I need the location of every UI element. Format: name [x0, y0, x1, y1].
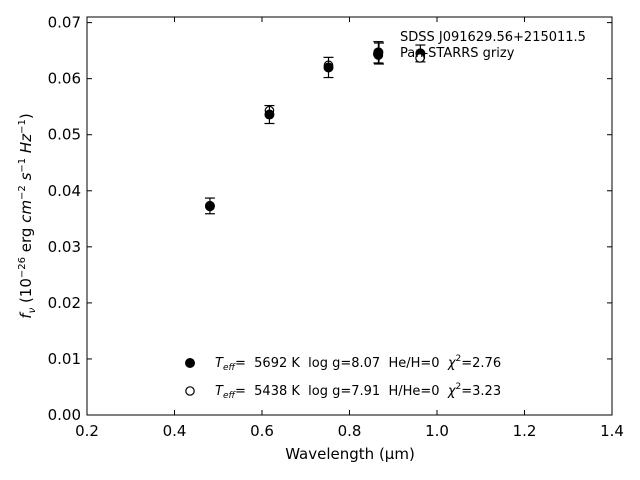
fit-1-chi: χ — [447, 356, 457, 371]
y-tick-label: 0.00 — [48, 406, 81, 424]
data-points — [204, 41, 426, 215]
y-tick-label: 0.04 — [48, 182, 81, 200]
legend-label-sdss: SDSS J091629.56+215011.5 — [400, 30, 586, 45]
fit-2-params: = 5438 K log g=7.91 H/He=0 — [235, 384, 448, 399]
legend-marker-open — [415, 53, 425, 63]
y-tick-label: 0.07 — [48, 14, 81, 32]
fit-1-teff-sub: eff — [223, 363, 237, 373]
y-tick-label: 0.02 — [48, 294, 81, 312]
fit-1-chi-value: =2.76 — [461, 356, 501, 371]
fit-label-1: Teff= 5692 K log g=8.07 He/H=0 χ2=2.76 — [215, 354, 501, 373]
sdss-point — [204, 200, 215, 211]
x-axis-label: Wavelength (μm) — [285, 445, 415, 463]
x-tick-label: 0.2 — [75, 422, 99, 440]
fit-2-chi: χ — [447, 384, 457, 399]
fit-2-teff-sub: eff — [223, 391, 237, 401]
x-tick-label: 0.4 — [163, 422, 187, 440]
x-tick-label: 1.0 — [425, 422, 449, 440]
fit-2-teff: T — [215, 384, 224, 399]
fit-2-chi-value: =3.23 — [461, 384, 501, 399]
fit-marker-filled — [185, 358, 195, 368]
legend: SDSS J091629.56+215011.5 Pan-STARRS griz… — [373, 30, 586, 65]
fit-label-2: Teff= 5438 K log g=7.91 H/He=0 χ2=3.23 — [215, 382, 501, 401]
y-tick-label: 0.06 — [48, 70, 81, 88]
sdss-point — [264, 109, 275, 120]
fit-1-teff: T — [215, 356, 224, 371]
fit-annotation: Teff= 5692 K log g=8.07 He/H=0 χ2=2.76 T… — [185, 354, 501, 401]
legend-label-panstarrs: Pan-STARRS grizy — [400, 46, 515, 61]
fit-1-params: = 5692 K log g=8.07 He/H=0 — [235, 356, 448, 371]
axis-ticks: 0.2 0.4 0.6 0.8 1.0 1.2 1.4 0.00 0.01 0.02 0.03 0.0… — [48, 14, 624, 440]
x-tick-label: 1.4 — [600, 422, 624, 440]
fit-2-chi-sup: 2 — [456, 382, 462, 392]
x-tick-label: 0.6 — [250, 422, 274, 440]
sdss-point — [323, 62, 334, 73]
x-tick-label: 1.2 — [513, 422, 537, 440]
fit-1-chi-sup: 2 — [456, 354, 462, 364]
y-tick-label: 0.01 — [48, 350, 81, 368]
x-tick-label: 0.8 — [338, 422, 362, 440]
y-axis-label: fν (10−26 erg cm−2 s−1 Hz−1) — [17, 113, 38, 318]
legend-marker-filled — [373, 49, 383, 59]
y-tick-label: 0.03 — [48, 238, 81, 256]
fit-marker-open — [185, 386, 195, 396]
y-tick-label: 0.05 — [48, 126, 81, 144]
